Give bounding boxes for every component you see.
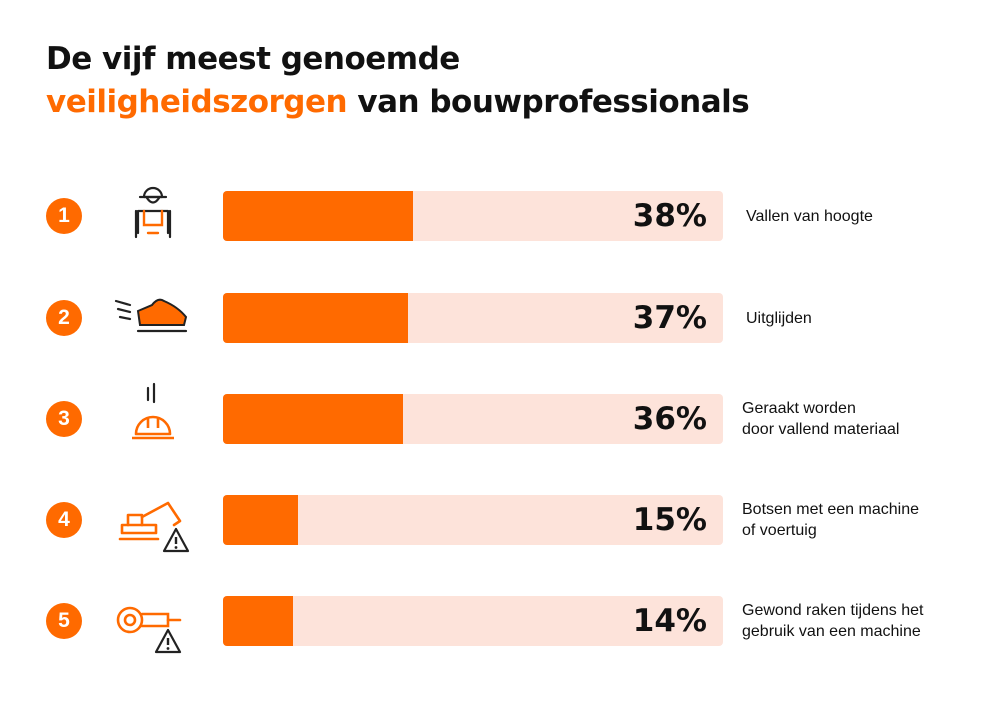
category-label: Uitglijden [746, 309, 812, 327]
title-line-2: veiligheidszorgen van bouwprofessionals [46, 81, 750, 124]
bar-track: 36% [223, 394, 723, 444]
data-label: 38% [632, 198, 707, 234]
excavator-warning-icon [108, 481, 196, 553]
data-label: 15% [632, 502, 707, 538]
data-label: 14% [632, 603, 707, 639]
title-rest: van bouwprofessionals [347, 84, 750, 120]
bar-row: 5 14% Gewond raken tijdens het gebruik van… [0, 596, 1000, 654]
data-label: 36% [632, 401, 707, 437]
chart-title: De vijf meest genoemde veiligheidszorgen… [46, 38, 750, 124]
construction-worker-icon [108, 177, 196, 249]
slipping-shoe-icon [108, 279, 196, 351]
rank-badge: 4 [46, 502, 82, 538]
falling-object-helmet-icon [108, 380, 196, 452]
category-label: Geraakt worden door vallend materiaal [742, 400, 900, 438]
rank-badge: 2 [46, 300, 82, 336]
category-label: Vallen van hoogte [746, 207, 873, 225]
data-label: 37% [632, 300, 707, 336]
bar-row: 2 37% Uitglijden [0, 293, 1000, 345]
bar-track: 15% [223, 495, 723, 545]
bar-track: 38% [223, 191, 723, 241]
bar-track: 37% [223, 293, 723, 343]
title-line-1: De vijf meest genoemde [46, 41, 460, 77]
grinder-warning-icon [108, 582, 196, 654]
title-accent: veiligheidszorgen [46, 84, 348, 120]
bar [223, 394, 403, 444]
category-label: Gewond raken tijdens het gebruik van een… [742, 602, 924, 640]
bar-row: 4 15% Botsen met een machine of voertuig [0, 495, 1000, 553]
rank-badge: 1 [46, 198, 82, 234]
bar [223, 596, 293, 646]
category-label: Botsen met een machine of voertuig [742, 501, 919, 539]
bar [223, 495, 298, 545]
bar [223, 191, 413, 241]
rank-badge: 3 [46, 401, 82, 437]
bar-row: 3 36% Geraakt worden door vallend materiaa… [0, 382, 1000, 446]
rank-badge: 5 [46, 603, 82, 639]
bar-track: 14% [223, 596, 723, 646]
bar [223, 293, 408, 343]
bar-row: 1 38% Vallen van hoogte [0, 186, 1000, 243]
